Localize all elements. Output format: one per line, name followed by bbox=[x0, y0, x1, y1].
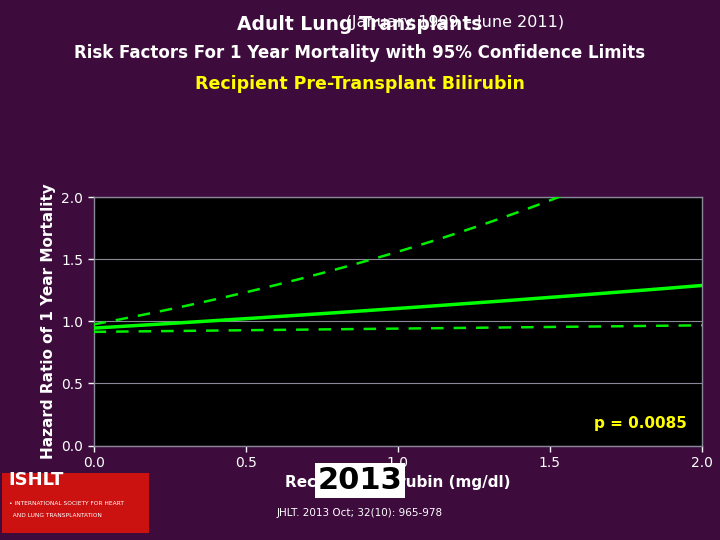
Text: Adult Lung Transplants: Adult Lung Transplants bbox=[238, 15, 482, 33]
Text: Recipient Pre-Transplant Bilirubin: Recipient Pre-Transplant Bilirubin bbox=[195, 75, 525, 92]
Text: JHLT. 2013 Oct; 32(10): 965-978: JHLT. 2013 Oct; 32(10): 965-978 bbox=[277, 508, 443, 518]
X-axis label: Recipient Bilirubin (mg/dl): Recipient Bilirubin (mg/dl) bbox=[285, 476, 510, 490]
Text: AND LUNG TRANSPLANTATION: AND LUNG TRANSPLANTATION bbox=[9, 514, 102, 518]
Bar bbox=[2, 473, 149, 533]
Text: • INTERNATIONAL SOCIETY FOR HEART: • INTERNATIONAL SOCIETY FOR HEART bbox=[9, 501, 124, 505]
Text: ISHLT: ISHLT bbox=[9, 471, 64, 489]
Text: (January 1999 – June 2011): (January 1999 – June 2011) bbox=[156, 15, 564, 30]
Text: Risk Factors For 1 Year Mortality with 95% Confidence Limits: Risk Factors For 1 Year Mortality with 9… bbox=[74, 44, 646, 62]
Y-axis label: Hazard Ratio of 1 Year Mortality: Hazard Ratio of 1 Year Mortality bbox=[40, 184, 55, 459]
Text: 2013: 2013 bbox=[318, 466, 402, 495]
Text: p = 0.0085: p = 0.0085 bbox=[594, 416, 687, 430]
